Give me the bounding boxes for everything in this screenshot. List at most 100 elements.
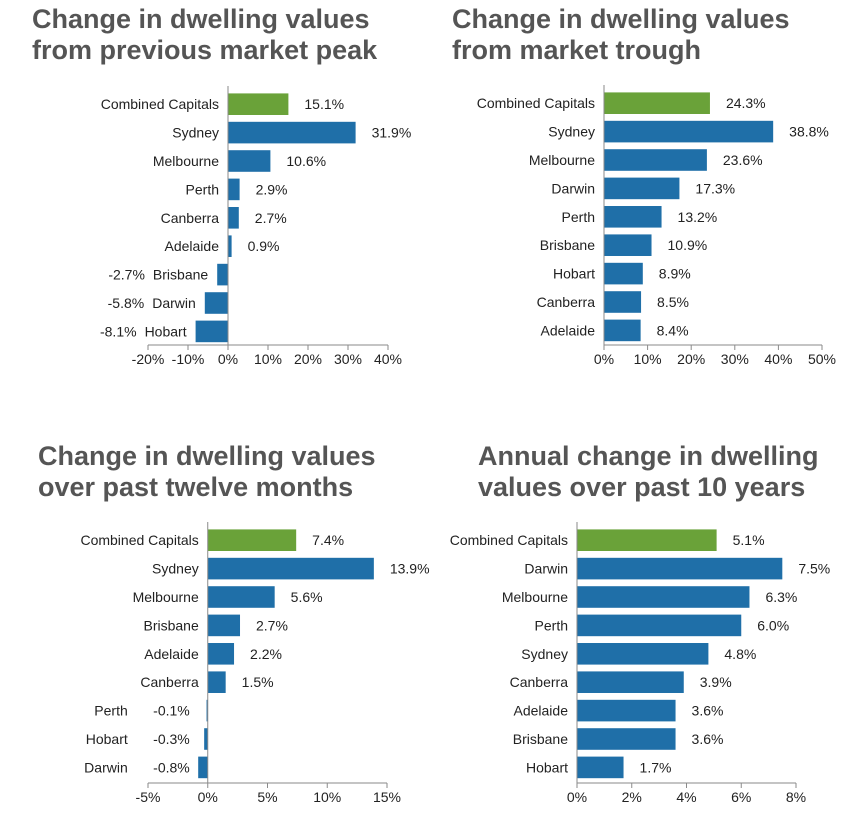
bar [217,263,228,286]
data-label: 13.2% [678,209,718,225]
data-label: 2.7% [255,210,287,226]
category-label: Brisbane [540,237,595,253]
category-label: Perth [535,617,568,633]
data-label: -8.1% [100,323,137,339]
x-tick-label: 5% [257,789,277,805]
data-label: 23.6% [723,152,763,168]
category-label: Hobart [553,266,595,282]
bar [228,93,289,115]
x-tick-label: 10% [313,789,341,805]
x-tick-label: 20% [294,351,322,367]
category-label: Canberra [161,210,220,226]
bar [204,728,208,750]
bar [228,207,239,229]
data-label: 31.9% [372,125,412,141]
x-tick-label: 4% [676,789,696,805]
x-tick-label: 40% [764,351,792,367]
bar [577,643,709,665]
data-label: 3.6% [692,703,724,719]
data-label: 8.5% [657,294,689,310]
chart-title-line-2: values over past 10 years [478,472,806,502]
x-tick-label: 6% [731,789,751,805]
bar [228,178,240,201]
bar [198,756,208,779]
bar [577,756,624,779]
bar [604,120,774,143]
bar [577,699,676,722]
category-label: Darwin [524,561,568,577]
data-label: 7.4% [312,532,344,548]
bar [577,728,676,750]
x-tick-label: 15% [373,789,401,805]
chart-title-line-2: over past twelve months [38,472,354,502]
category-label: Adelaide [541,322,596,338]
x-tick-label: 30% [334,351,362,367]
bar [228,150,271,172]
category-label: Sydney [172,125,219,141]
category-label: Hobart [526,759,568,775]
bar [228,235,232,257]
data-label: -0.3% [153,731,190,747]
category-label: Combined Capitals [450,532,568,548]
data-label: 7.5% [798,561,830,577]
bar [577,586,750,608]
x-tick-label: -5% [136,789,161,805]
category-label: Hobart [86,731,128,747]
x-tick-label: 0% [218,351,238,367]
data-label: 3.9% [700,674,732,690]
chart-title-line-1: Annual change in dwelling [478,441,819,471]
chart-title-line-1: Change in dwelling values [32,4,370,34]
x-tick-label: 8% [786,789,806,805]
category-label: Sydney [152,561,199,577]
category-label: Canberra [140,674,199,690]
data-label: -5.8% [108,295,145,311]
category-label: Hobart [145,323,187,339]
category-label: Combined Capitals [80,532,198,548]
chart-title-twelve-months: Change in dwelling values over past twel… [38,441,376,503]
x-tick-label: 0% [198,789,218,805]
bar [604,206,662,228]
data-label: 13.9% [390,561,430,577]
bar [577,529,717,551]
data-label: 1.7% [640,759,672,775]
bar [207,529,297,551]
data-label: 3.6% [692,731,724,747]
x-tick-label: -10% [172,351,205,367]
x-tick-label: 50% [808,351,836,367]
x-tick-label: 20% [677,351,705,367]
category-label: Melbourne [133,589,199,605]
bar [228,121,356,144]
bar [195,320,228,343]
bar [207,586,275,608]
bar [206,699,208,722]
data-label: 24.3% [726,95,766,111]
category-label: Perth [186,181,219,197]
bar [604,291,642,313]
x-tick-label: 0% [594,351,614,367]
x-tick-label: 30% [721,351,749,367]
data-label: -0.8% [153,759,190,775]
chart-title-line-1: Change in dwelling values [452,4,790,34]
data-label: 5.1% [733,532,765,548]
category-label: Sydney [521,646,568,662]
bar [207,557,374,580]
category-label: Brisbane [513,731,568,747]
category-label: Perth [94,703,127,719]
chart-title-line-2: from market trough [452,35,702,65]
data-label: 8.4% [657,322,689,338]
category-label: Canberra [510,674,569,690]
data-label: 17.3% [695,180,735,196]
category-label: Brisbane [153,267,208,283]
chart-title-ten-years: Annual change in dwelling values over pa… [478,441,819,503]
category-label: Sydney [548,124,595,140]
data-label: 0.9% [248,238,280,254]
category-label: Combined Capitals [477,95,595,111]
data-label: -2.7% [108,267,145,283]
data-label: -0.1% [153,703,190,719]
category-label: Darwin [84,759,128,775]
x-tick-label: 2% [622,789,642,805]
